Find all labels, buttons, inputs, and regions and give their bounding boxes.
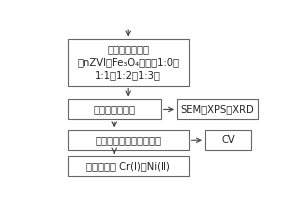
Text: SEM、XPS、XRD: SEM、XPS、XRD — [181, 104, 255, 114]
Bar — [177, 99, 258, 119]
Bar — [68, 39, 189, 86]
Bar — [205, 130, 251, 150]
Text: （nZVI与Fe₃O₄比例为1:0、: （nZVI与Fe₃O₄比例为1:0、 — [77, 58, 179, 68]
Text: 1:1、1:2、1:3）: 1:1、1:2、1:3） — [95, 71, 161, 81]
Bar — [68, 130, 189, 150]
Text: 复合电极对 Cr(Ⅰ)与Ni(Ⅱ): 复合电极对 Cr(Ⅰ)与Ni(Ⅱ) — [86, 161, 170, 171]
Text: 复合电极电化学性能测试: 复合电极电化学性能测试 — [95, 135, 161, 145]
Text: 复合材料的制备: 复合材料的制备 — [107, 44, 149, 54]
Bar — [68, 156, 189, 176]
Text: 复合材料的表征: 复合材料的表征 — [93, 104, 135, 114]
Text: CV: CV — [221, 135, 235, 145]
Bar — [68, 99, 161, 119]
